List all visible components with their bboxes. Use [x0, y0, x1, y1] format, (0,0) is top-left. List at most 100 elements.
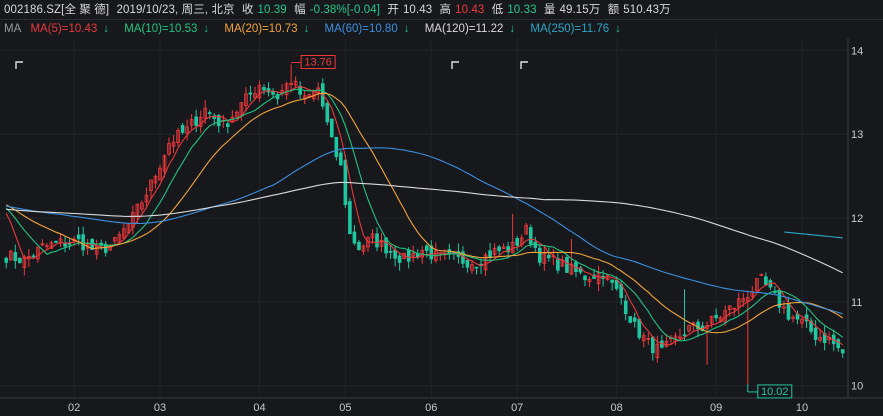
- candle-body: [483, 254, 488, 271]
- x-tick-label: 08: [611, 402, 623, 414]
- candlestick-chart[interactable]: 10 11 12 13 14 02 03 04 05 06 07 08 09 10 13.76 10.02: [0, 38, 883, 416]
- candle-body: [537, 247, 542, 263]
- ma-item[interactable]: MA(5)=10.43 ↓: [30, 23, 110, 35]
- candle-body: [727, 305, 732, 310]
- x-tick-label: 10: [796, 402, 808, 414]
- candle-body: [244, 93, 248, 106]
- candle-body: [293, 80, 298, 86]
- candle-body: [587, 278, 592, 283]
- candle-body: [189, 119, 194, 126]
- candle-body: [22, 256, 27, 268]
- candle-body: [397, 255, 402, 263]
- x-tick-label: 04: [253, 402, 265, 414]
- chart-grid: [0, 38, 849, 398]
- max-price-label: 13.76: [304, 56, 332, 68]
- candle-body: [284, 83, 289, 96]
- candle-body: [248, 92, 253, 95]
- close-label: 收: [241, 4, 254, 16]
- candle-body: [709, 315, 714, 324]
- high-value: 10.43: [455, 4, 485, 16]
- symbol: 002186.SZ[全 聚 德]: [4, 4, 110, 16]
- candle-body: [348, 201, 352, 234]
- candle-body: [357, 241, 361, 251]
- candle-body: [171, 141, 176, 147]
- candle-body: [741, 298, 746, 302]
- candle-body: [361, 245, 366, 252]
- ma-label: MA: [4, 23, 22, 35]
- candle-body: [759, 273, 764, 276]
- ma-item[interactable]: MA(20)=10.73 ↓: [224, 23, 310, 35]
- event-marker-icon: [15, 61, 23, 69]
- candle-body: [271, 91, 275, 95]
- candle-body: [791, 316, 795, 319]
- y-tick-label: 10: [851, 381, 863, 393]
- candle-body: [628, 316, 633, 323]
- candle-body: [352, 231, 357, 244]
- x-tick-label: 06: [425, 402, 437, 414]
- candle-body: [528, 227, 533, 245]
- candle-body: [786, 303, 791, 320]
- change-label: 幅: [294, 4, 306, 16]
- ma-legend-bar: MA MA(5)=10.43 ↓ MA(10)=10.53 ↓ MA(20)=10.…: [4, 21, 633, 37]
- candle-body: [149, 179, 153, 191]
- candle-body: [565, 257, 569, 273]
- x-tick-label: 07: [511, 402, 523, 414]
- candle-body: [465, 260, 470, 268]
- candle-body: [813, 327, 818, 340]
- candle-body: [488, 250, 492, 259]
- candle-body: [325, 102, 330, 123]
- x-tick-label: 02: [68, 402, 80, 414]
- candle-body: [334, 136, 339, 157]
- ma-item[interactable]: MA(60)=10.80 ↓: [324, 23, 410, 35]
- min-price-label: 10.02: [761, 386, 789, 398]
- candle-body: [212, 115, 217, 119]
- candle-body: [162, 155, 167, 172]
- candle-body: [216, 114, 221, 127]
- candle-body: [31, 255, 36, 258]
- candle-body: [339, 152, 343, 166]
- candle-body: [298, 85, 302, 95]
- ma-item[interactable]: MA(120)=11.22 ↓: [424, 23, 516, 35]
- event-marker-icon: [520, 61, 528, 69]
- x-tick-label: 09: [710, 402, 722, 414]
- candle-body: [54, 240, 58, 243]
- candle-body: [207, 112, 212, 115]
- ma-item[interactable]: MA(10)=10.53 ↓: [124, 23, 210, 35]
- candle-body: [406, 249, 411, 262]
- candle-body: [76, 234, 81, 240]
- candle-body: [112, 237, 117, 242]
- candle-body: [641, 335, 646, 342]
- candle-body: [836, 339, 841, 349]
- x-tick-label: 03: [154, 402, 166, 414]
- candle-body: [818, 337, 822, 341]
- candle-body: [194, 116, 198, 126]
- candle-body: [506, 246, 510, 253]
- candle-body: [614, 280, 619, 289]
- header-divider: [0, 19, 883, 20]
- candle-body: [198, 116, 203, 127]
- candle-body: [153, 175, 158, 184]
- ma-line: [6, 181, 843, 274]
- candle-body: [13, 252, 18, 262]
- candle-body: [185, 126, 189, 134]
- candle-body: [732, 307, 737, 310]
- candle-body: [696, 321, 700, 330]
- candle-body: [556, 258, 560, 271]
- candle-body: [379, 239, 384, 247]
- ma-line: [5, 88, 844, 342]
- candle-body: [375, 233, 379, 248]
- candle-body: [330, 118, 334, 138]
- amount-value: 510.43万: [623, 4, 671, 16]
- candle-body: [144, 194, 149, 203]
- candle-body: [632, 317, 637, 322]
- candle-body: [515, 238, 519, 246]
- candle-body: [687, 325, 691, 332]
- candle-body: [203, 107, 208, 119]
- candle-body: [253, 93, 257, 98]
- ma-item[interactable]: MA(250)=11.76 ↓: [530, 23, 621, 35]
- candle-body: [370, 233, 375, 239]
- candle-body: [474, 266, 479, 269]
- candle-body: [782, 306, 786, 309]
- candle-body: [158, 167, 162, 181]
- low-label: 低: [491, 4, 504, 16]
